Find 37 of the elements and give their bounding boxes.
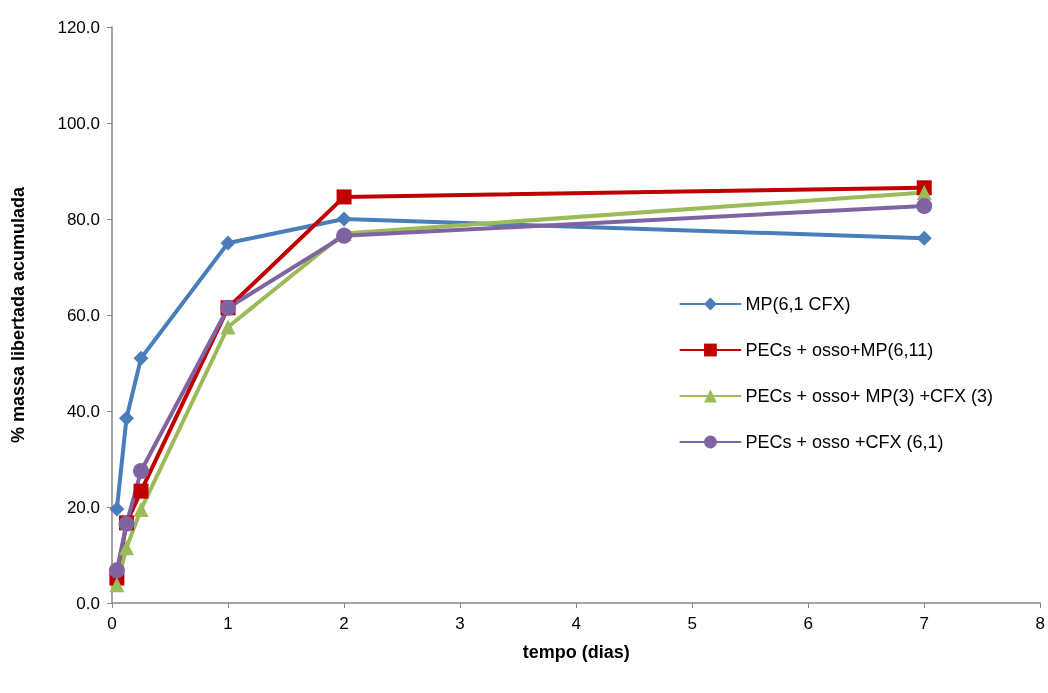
- x-tick-label: 0: [107, 614, 117, 633]
- point: [133, 501, 149, 517]
- point: [119, 540, 134, 556]
- legend-label: PECs + osso+ MP(3) +CFX (3): [745, 386, 994, 406]
- point: [220, 235, 236, 251]
- legend-label: PECs + osso +CFX (6,1): [745, 432, 944, 452]
- x-axis-title: tempo (dias): [522, 642, 630, 662]
- point: [119, 410, 134, 426]
- y-tick-label: 20.0: [66, 497, 100, 517]
- x-tick-label: 3: [455, 614, 465, 633]
- y-tick-label: 60.0: [66, 305, 100, 325]
- y-tick-label: 100.0: [57, 113, 100, 133]
- y-tick-label: 40.0: [66, 401, 100, 421]
- point: [109, 577, 125, 593]
- x-tick-label: 5: [687, 614, 697, 633]
- point: [133, 350, 149, 366]
- x-tick-label: 1: [223, 614, 233, 633]
- point: [916, 198, 933, 215]
- point: [133, 483, 149, 499]
- x-tick-label: 4: [571, 614, 581, 633]
- point: [916, 230, 932, 246]
- y-axis-title: % massa libertada acumulada: [8, 185, 28, 444]
- y-tick-label: 0.0: [76, 593, 100, 613]
- x-tick-label: 8: [1035, 614, 1046, 633]
- x-tick-label: 6: [803, 614, 813, 633]
- y-tick-label: 80.0: [66, 209, 100, 229]
- point: [220, 319, 236, 335]
- legend-label: MP(6,1 CFX): [745, 294, 851, 314]
- legend-label: PECs + osso+MP(6,11): [745, 340, 934, 360]
- point: [133, 463, 150, 479]
- x-tick-label: 7: [919, 614, 929, 633]
- point: [336, 211, 352, 227]
- y-tick-label: 120.0: [57, 17, 100, 37]
- x-tick-label: 2: [339, 614, 349, 633]
- point: [108, 562, 125, 579]
- point: [336, 189, 352, 205]
- point: [109, 501, 125, 517]
